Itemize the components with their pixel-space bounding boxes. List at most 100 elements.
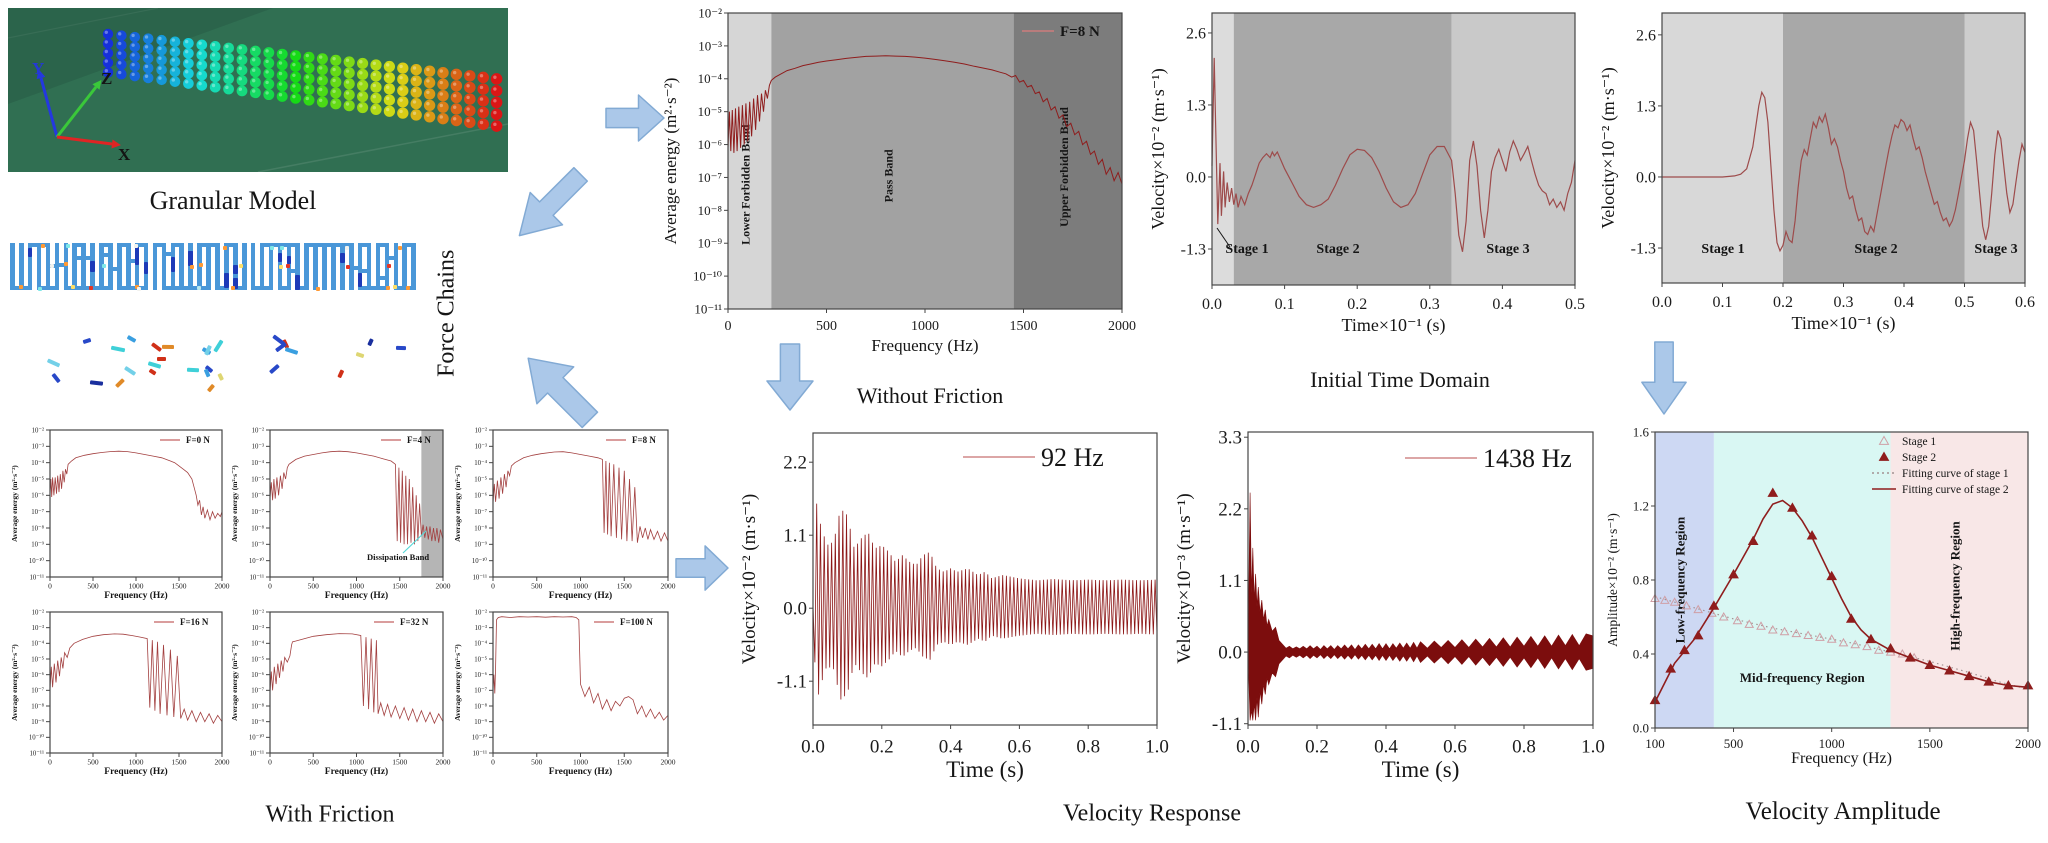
y-tick-label: 10⁻¹¹ [250,750,264,757]
granular-sphere [156,64,167,76]
force-chain-link [121,286,127,290]
y-tick-label: 10⁻² [32,609,44,616]
y-tick-label: 10⁻⁴ [31,460,44,467]
granular-sphere [330,98,342,110]
force-chain-link [406,243,412,247]
force-chain-bar [36,243,42,290]
x-tick-label: 500 [308,581,320,590]
granular-sphere [183,48,194,59]
granular-sphere [303,73,315,85]
axis-y-label: Y [32,59,44,78]
force-chain-link [22,286,29,290]
band-label: High-frequency Region [1947,520,1962,650]
arrow-timedomain-to-amplitude [1641,341,1687,415]
y-tick-label: 10⁻³ [252,444,264,451]
force-chain-link [14,286,20,290]
granular-sphere [276,69,288,81]
y-tick-label: 10⁻⁷ [698,170,722,185]
granular-sphere [423,111,436,123]
y-tick-label: 10⁻⁹ [474,542,487,549]
granular-sphere [357,101,369,114]
granular-sphere [169,46,181,58]
granular-sphere [397,96,409,108]
y-tick-label: 10⁻¹¹ [250,574,264,581]
force-chain-bar [215,243,220,290]
force-chain-contact-speck [37,286,42,291]
legend-label: Fitting curve of stage 1 [1902,468,2009,480]
force-chain-link [201,286,207,290]
granular-sphere [209,61,221,73]
granular-sphere [383,105,396,117]
granular-sphere [116,40,127,51]
granular-sphere [223,52,234,64]
force-chain-link [49,286,56,290]
granular-sphere [357,90,369,103]
granular-sphere [236,75,248,86]
force-chain-link [201,243,207,247]
x-tick-label: 2000 [215,757,230,766]
force-fragment [206,383,215,393]
x-tick-label: 0.2 [870,737,894,758]
granular-sphere [196,59,208,71]
force-chain-bar [357,243,363,290]
y-tick-label: 10⁻¹⁰ [693,269,722,284]
granular-sphere [357,57,369,70]
granular-sphere [169,76,181,87]
band-label: Upper Forbidden Band [1057,107,1071,227]
force-chain-link [31,243,38,247]
y-tick-label: 10⁻⁶ [251,493,264,500]
y-tick-label: 0.4 [1633,646,1650,661]
granular-sphere [142,62,154,74]
band-label: Pass Band [881,149,895,202]
friction-f100: 0 500 1000 1500 2000 10⁻² 10⁻³ 10⁻⁴ 10⁻⁵ 10⁻⁶ 10⁻⁷… [453,609,676,777]
force-chain-high-stress [90,261,95,272]
granular-sphere [223,83,234,95]
granular-sphere [169,66,181,77]
x-tick-label: 0.0 [801,737,825,758]
force-chain-contact-speck [137,286,142,291]
force-chain-link [85,256,91,261]
granular-sphere [410,97,422,110]
granular-sphere [397,73,409,85]
force-fragment [187,367,200,373]
force-chain-contact-speck [278,264,283,269]
x-tick-label: 500 [87,581,99,590]
legend-label: F=16 N [180,617,209,627]
y-tick-label: 1.6 [1633,424,1650,439]
force-fragments-visualization [20,333,412,396]
y-tick-label: 2.6 [1636,27,1656,44]
y-tick-label: 3.3 [1218,428,1242,449]
granular-sphere [450,103,463,115]
granular-sphere [223,42,234,54]
force-chain-bar [259,243,265,290]
y-tick-label: 10⁻⁸ [251,703,264,710]
force-chain-contact-speck [70,285,75,290]
y-axis-label: Velocity×10⁻² (m·s⁻¹) [1148,68,1169,229]
force-chain-contact-speck [223,245,228,250]
initial-time-domain-1: 0.0 0.1 0.2 0.3 0.4 0.5 2.6 1.3 0.0 -1.3 Time×10⁻¹… [1148,12,1585,336]
x-tick-label: 2000 [436,581,451,590]
y-tick-label: 10⁻¹⁰ [249,558,264,565]
force-chain-link [67,286,73,290]
force-chain-link [76,256,82,261]
y-tick-label: 10⁻⁴ [31,641,44,648]
granular-sphere [236,44,248,55]
x-tick-label: 1000 [349,581,364,590]
x-tick-label: 1000 [129,757,144,766]
granular-sphere [236,54,248,66]
force-chain-bar [393,243,399,290]
force-chain-link [40,286,47,290]
granular-sphere [477,106,489,119]
force-chain-link [299,286,305,290]
arrow-friction-to-forcechains [527,357,599,429]
force-chain-link [103,253,109,258]
x-tick-label: 0.6 [1008,737,1032,758]
force-fragment [110,345,125,353]
y-tick-label: 10⁻⁴ [698,71,723,86]
velocity-response-92hz: 0.0 0.2 0.4 0.6 0.8 1.0 2.2 1.1 0.0 -1.1 Time (s) V… [739,432,1169,782]
force-chain-contact-speck [386,286,390,291]
y-tick-label: 10⁻⁸ [31,703,44,710]
granular-sphere [183,37,194,49]
force-chain-bar [45,243,51,290]
granular-sphere [437,78,449,90]
